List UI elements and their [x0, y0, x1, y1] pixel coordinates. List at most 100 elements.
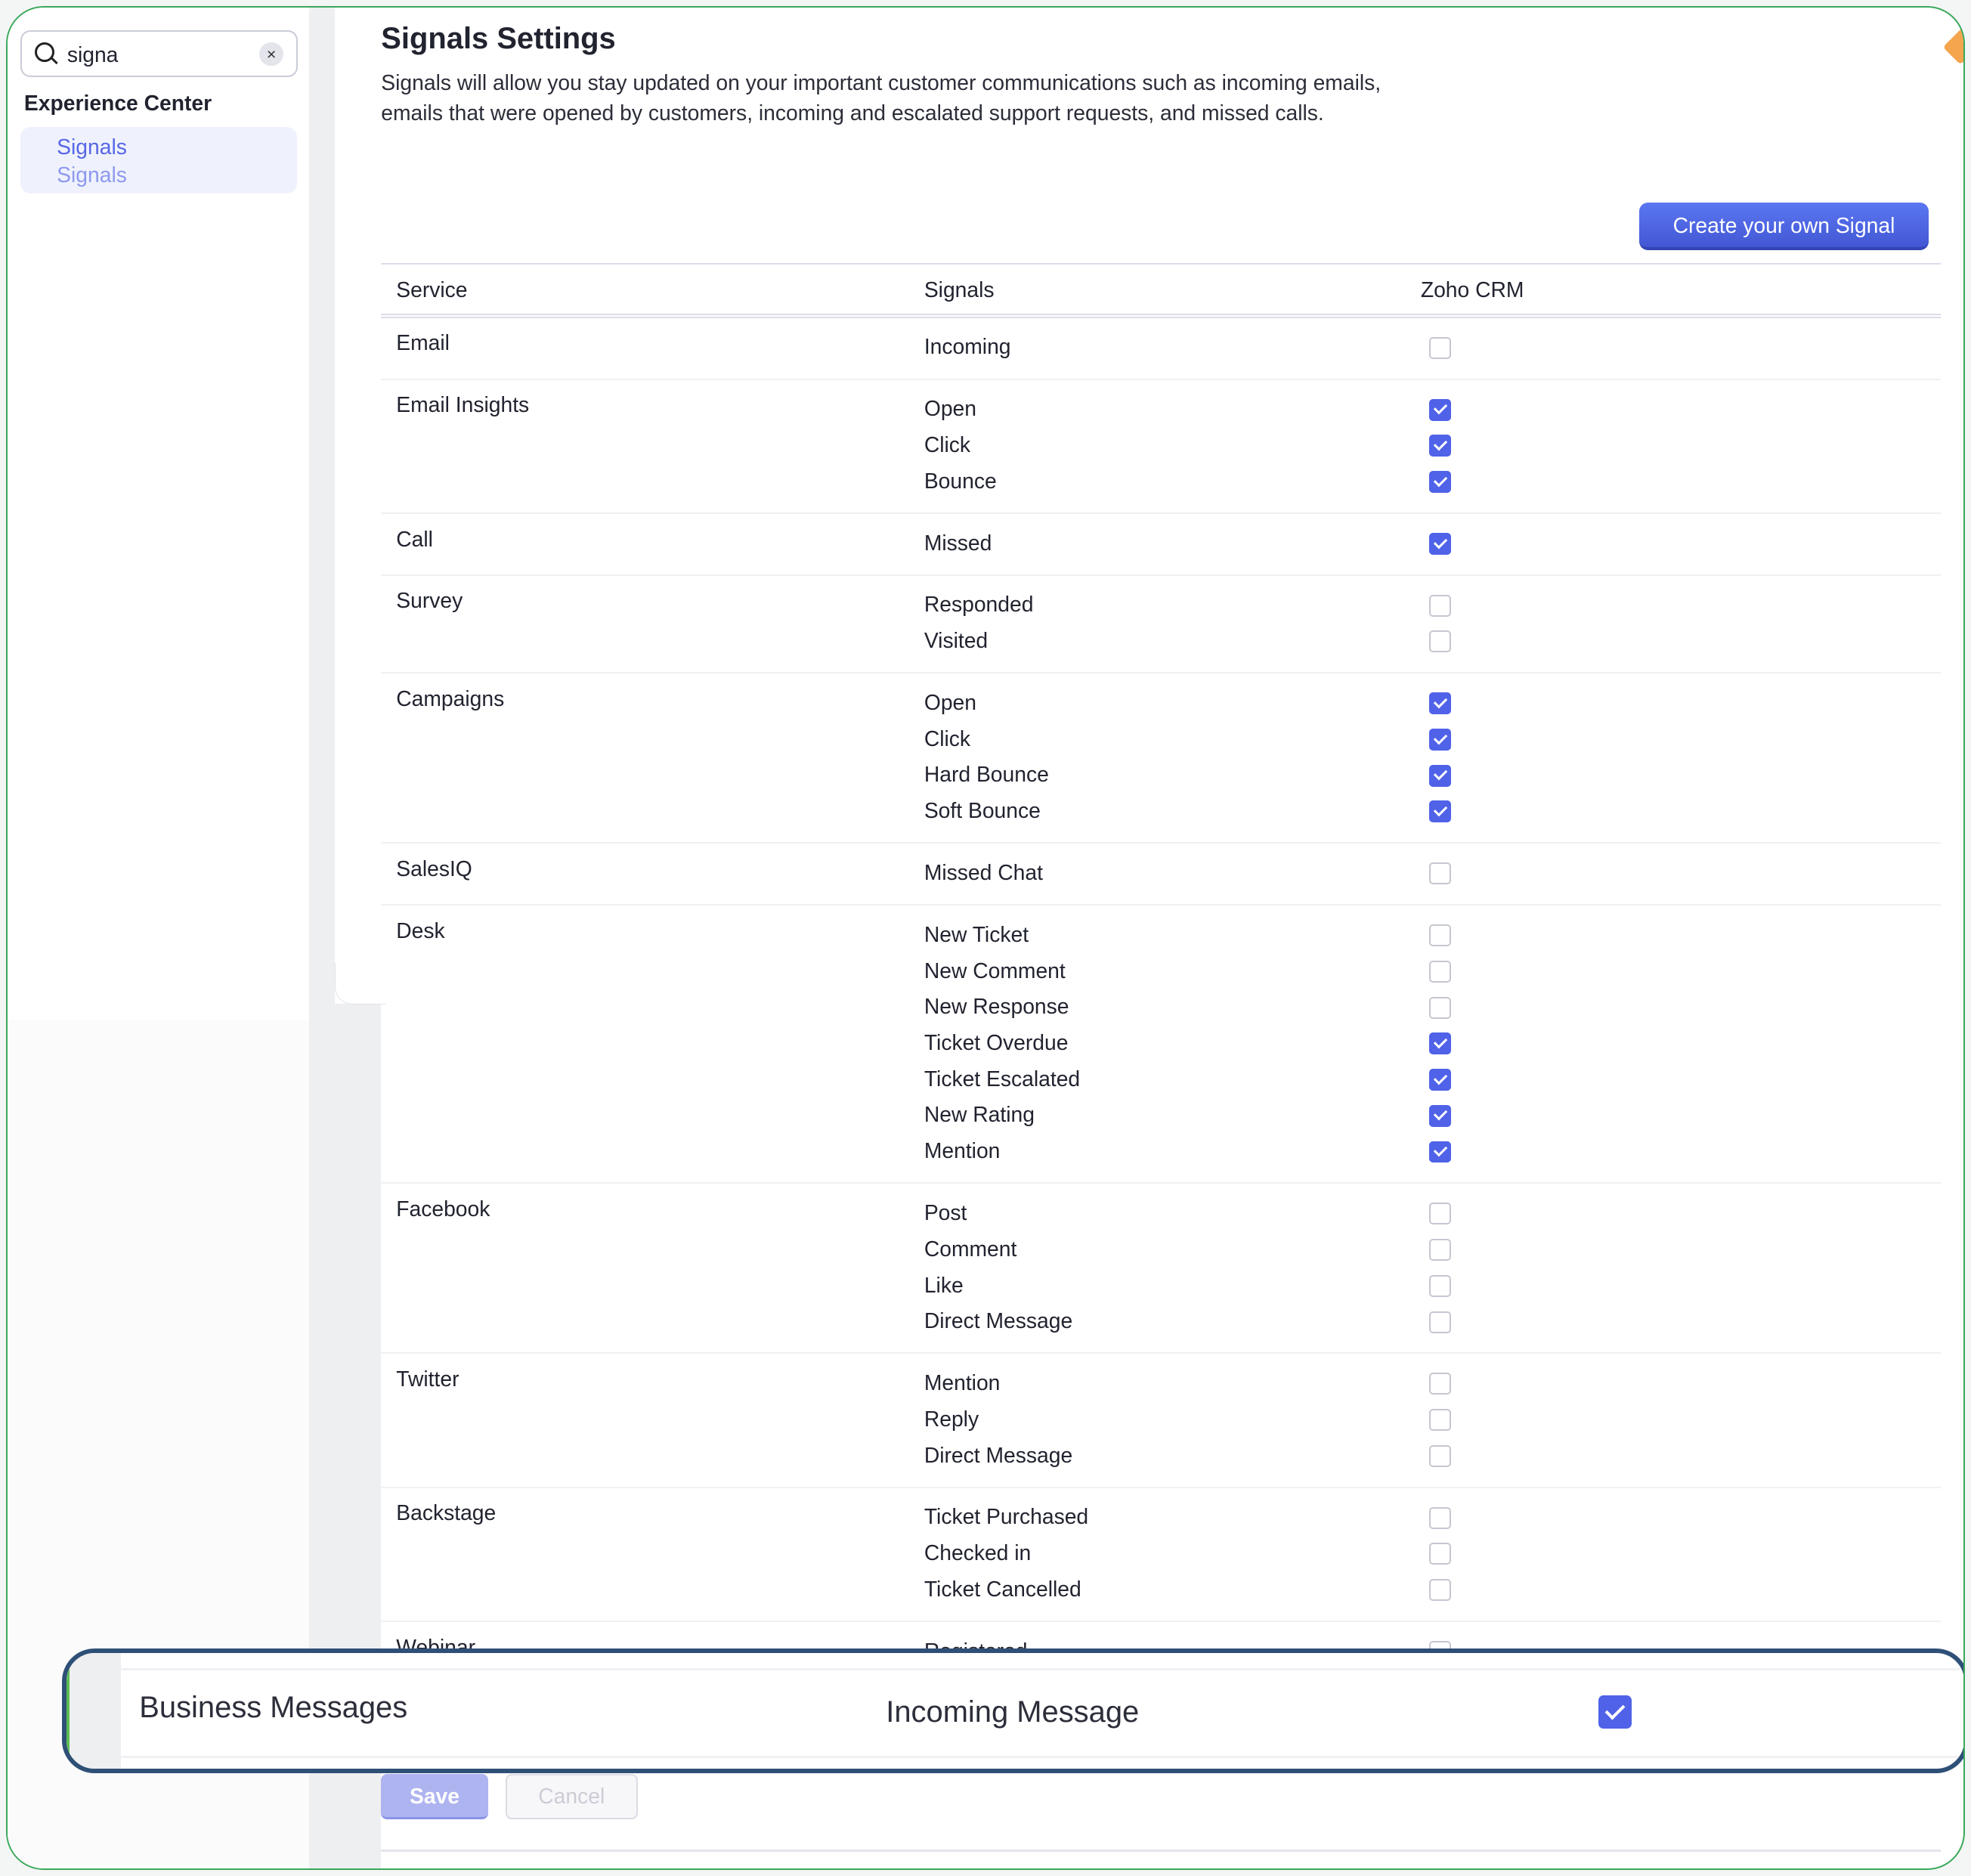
- sidebar: signa × Experience Center Signals Signal…: [8, 8, 311, 1868]
- signal-name: Click: [924, 726, 971, 751]
- checkbox-checked[interactable]: [1429, 398, 1452, 421]
- signal-name: Click: [924, 432, 971, 457]
- table-row: Backstage Ticket Purchased Checked in Ticke…: [381, 1488, 1942, 1623]
- table-row: Desk New Ticket New Comment New Response Tic…: [381, 905, 1942, 1184]
- signal-name: Missed Chat: [924, 859, 1043, 884]
- table-row: Campaigns Open Click Hard Bounce Soft Bounce: [381, 673, 1942, 844]
- service-name: SalesIQ: [396, 856, 472, 881]
- checkbox-checked[interactable]: [1429, 764, 1452, 787]
- checkbox-unchecked[interactable]: [1429, 594, 1452, 617]
- search-input[interactable]: signa ×: [20, 30, 298, 78]
- checkbox-checked[interactable]: [1429, 800, 1452, 823]
- divider: [118, 1667, 1964, 1670]
- signal-name: Open: [924, 396, 976, 421]
- table-row: Twitter Mention Reply Direct Message: [381, 1354, 1942, 1488]
- sidebar-item-sublabel[interactable]: Signals: [57, 162, 127, 187]
- checkbox-unchecked[interactable]: [1429, 1373, 1452, 1395]
- page-description: Signals will allow you stay updated on y…: [381, 70, 1382, 125]
- signal-name: New Rating: [924, 1102, 1035, 1127]
- checkbox-unchecked[interactable]: [1429, 1579, 1452, 1602]
- divider: [381, 1850, 1942, 1852]
- signal-name: Responded: [924, 592, 1034, 617]
- service-name: Backstage: [396, 1500, 497, 1525]
- checkbox-checked[interactable]: [1598, 1695, 1632, 1729]
- checkbox-checked[interactable]: [1429, 532, 1452, 555]
- signal-name: Bounce: [924, 468, 997, 493]
- checkbox-unchecked[interactable]: [1429, 1311, 1452, 1333]
- signal-name: Direct Message: [924, 1442, 1073, 1467]
- window-frame: signa × Experience Center Signals Signal…: [6, 6, 1966, 1870]
- search-value[interactable]: signa: [67, 42, 119, 67]
- signal-name: Incoming Message: [886, 1695, 1140, 1729]
- service-name: Twitter: [396, 1367, 459, 1392]
- panel-edge: [334, 963, 386, 1005]
- service-name: Facebook: [396, 1196, 490, 1221]
- sidebar-item-signals[interactable]: Signals Signals: [20, 127, 297, 194]
- signal-name: Mention: [924, 1370, 1001, 1395]
- signal-name: Ticket Purchased: [924, 1504, 1089, 1529]
- checkbox-checked[interactable]: [1429, 1069, 1452, 1091]
- service-name: Campaigns: [396, 686, 505, 710]
- checkbox-checked[interactable]: [1429, 729, 1452, 751]
- signal-name: Soft Bounce: [924, 798, 1041, 823]
- signal-name: Like: [924, 1272, 964, 1297]
- checkbox-unchecked[interactable]: [1429, 1239, 1452, 1262]
- create-signal-button[interactable]: Create your own Signal: [1639, 203, 1929, 251]
- checkbox-unchecked[interactable]: [1429, 630, 1452, 653]
- signal-name: Ticket Escalated: [924, 1066, 1081, 1091]
- table-header: Service Signals Zoho CRM: [381, 262, 1942, 318]
- signal-name: Post: [924, 1200, 967, 1225]
- table-row: Email Insights Open Click Bounce: [381, 380, 1942, 514]
- signal-name: Direct Message: [924, 1308, 1073, 1333]
- signal-name: Comment: [924, 1236, 1017, 1261]
- signal-name: Ticket Overdue: [924, 1030, 1069, 1055]
- signal-name: Mention: [924, 1138, 1001, 1163]
- service-name: Call: [396, 526, 433, 551]
- checkbox-checked[interactable]: [1429, 1032, 1452, 1055]
- table-row: Email Incoming: [381, 318, 1942, 380]
- signal-name: Open: [924, 689, 976, 714]
- checkbox-checked[interactable]: [1429, 435, 1452, 457]
- checkbox-unchecked[interactable]: [1429, 1543, 1452, 1565]
- checkbox-unchecked[interactable]: [1429, 1506, 1452, 1529]
- signal-name: New Response: [924, 994, 1069, 1019]
- checkbox-unchecked[interactable]: [1429, 924, 1452, 947]
- sidebar-item-label[interactable]: Signals: [57, 135, 127, 159]
- signal-name: Incoming: [924, 334, 1011, 359]
- checkbox-unchecked[interactable]: [1429, 996, 1452, 1019]
- table-row: Facebook Post Comment Like Direct Message: [381, 1184, 1942, 1354]
- service-name: Email Insights: [396, 392, 530, 417]
- signal-name: Visited: [924, 628, 989, 653]
- signals-table: Service Signals Zoho CRM Email Incoming Em…: [381, 262, 1942, 1655]
- highlighted-row: Business Messages Incoming Message: [61, 1648, 1964, 1773]
- feedback-tab-icon[interactable]: [1942, 26, 1964, 66]
- page-title: Signals Settings: [381, 21, 616, 55]
- table-body: Email Incoming Email Insights Open Click Boun…: [381, 318, 1942, 1655]
- signal-name: New Ticket: [924, 921, 1029, 946]
- checkbox-unchecked[interactable]: [1429, 336, 1452, 359]
- clear-search-icon[interactable]: ×: [259, 42, 283, 67]
- signal-name: Reply: [924, 1406, 979, 1431]
- column-header-service: Service: [396, 277, 468, 302]
- column-header-zoho-crm: Zoho CRM: [1420, 277, 1524, 302]
- search-icon: [34, 42, 54, 62]
- checkbox-unchecked[interactable]: [1429, 960, 1452, 983]
- checkbox-unchecked[interactable]: [1429, 1444, 1452, 1467]
- save-button[interactable]: Save: [381, 1774, 488, 1820]
- signal-name: New Comment: [924, 958, 1066, 983]
- signal-name: Missed: [924, 530, 992, 555]
- checkbox-unchecked[interactable]: [1429, 1203, 1452, 1225]
- gutter: [309, 8, 335, 1004]
- checkbox-unchecked[interactable]: [1429, 1409, 1452, 1432]
- checkbox-checked[interactable]: [1429, 1104, 1452, 1127]
- checkbox-checked[interactable]: [1429, 692, 1452, 715]
- checkbox-checked[interactable]: [1429, 471, 1452, 493]
- checkbox-checked[interactable]: [1429, 1141, 1452, 1163]
- signal-name: Ticket Cancelled: [924, 1576, 1081, 1601]
- cancel-button[interactable]: Cancel: [505, 1774, 638, 1820]
- service-name: Desk: [396, 918, 445, 943]
- checkbox-unchecked[interactable]: [1429, 862, 1452, 885]
- checkbox-unchecked[interactable]: [1429, 1274, 1452, 1297]
- row-gutter: [66, 1652, 122, 1769]
- column-header-signals: Signals: [924, 277, 995, 302]
